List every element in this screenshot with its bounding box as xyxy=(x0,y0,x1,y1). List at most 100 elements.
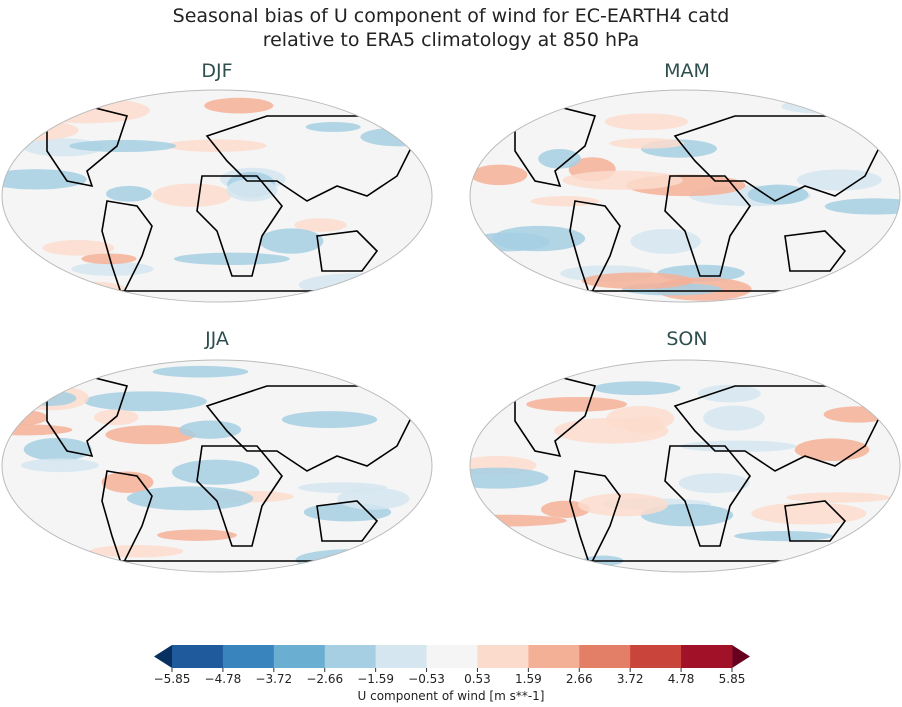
bias-contour xyxy=(25,97,150,124)
colorbar-segment xyxy=(477,645,529,668)
bias-contour xyxy=(747,184,809,205)
colorbar-segment xyxy=(681,645,733,668)
colorbar-tick-label: −4.78 xyxy=(204,672,242,686)
bias-contour xyxy=(492,225,586,252)
bias-contour xyxy=(593,381,681,396)
bias-contour xyxy=(470,164,528,186)
coastline xyxy=(101,200,153,299)
map-panel-mam xyxy=(469,89,901,303)
bias-contour xyxy=(45,281,126,296)
bias-contour xyxy=(101,471,154,493)
bias-contour xyxy=(83,391,207,412)
bias-contour xyxy=(562,170,683,190)
bias-contour xyxy=(680,440,797,453)
bias-contour xyxy=(226,178,278,202)
colorbar-segment xyxy=(426,645,478,668)
bias-contour xyxy=(69,139,177,153)
bias-contour xyxy=(360,127,432,147)
bias-contour xyxy=(538,148,581,169)
bias-contour xyxy=(577,493,669,517)
bias-contour xyxy=(173,252,290,266)
bias-contour xyxy=(259,228,324,254)
bias-contour xyxy=(581,272,695,290)
colorbar-tick-label: −2.66 xyxy=(306,672,344,686)
colorbar-tick-label: 5.85 xyxy=(718,672,746,686)
colorbar-segment xyxy=(172,645,224,668)
colorbar-tick-label: 3.72 xyxy=(616,672,644,686)
colorbar-over-arrow xyxy=(732,645,750,668)
bias-contour xyxy=(23,390,77,406)
bias-contour xyxy=(604,113,688,131)
colorbar-tick-label: 2.66 xyxy=(565,672,593,686)
bias-contour xyxy=(697,384,761,403)
bias-contour xyxy=(781,99,870,114)
colorbar-segment xyxy=(579,645,631,668)
colorbar-tick-label: 4.78 xyxy=(667,672,695,686)
coastline xyxy=(46,105,129,188)
colorbar-tick-label: 0.53 xyxy=(464,672,491,686)
bias-contour xyxy=(337,487,410,510)
bias-contour xyxy=(734,531,834,542)
bias-contour xyxy=(2,424,73,436)
bias-contour xyxy=(89,545,184,558)
bias-contour xyxy=(281,411,378,428)
bias-contour xyxy=(295,549,412,572)
bias-contour xyxy=(2,169,87,190)
bias-contour xyxy=(298,273,423,297)
bias-contour xyxy=(470,514,567,527)
bias-contour xyxy=(526,396,627,412)
colorbar-segment xyxy=(324,645,377,668)
coastline xyxy=(316,500,379,542)
colorbar-segment xyxy=(528,645,580,668)
bias-contour xyxy=(171,459,260,485)
bias-contour xyxy=(152,365,249,378)
colorbar-segment xyxy=(630,645,682,668)
bias-contour xyxy=(630,228,701,254)
colorbar-tick-label: 1.59 xyxy=(515,672,542,686)
coastline xyxy=(569,200,621,299)
bias-contour xyxy=(157,529,237,541)
map-border xyxy=(1,89,433,303)
bias-contour xyxy=(42,240,115,256)
map-border xyxy=(1,359,433,573)
coastline xyxy=(46,375,129,458)
panel-title-jja: JJA xyxy=(205,328,229,350)
bias-contour xyxy=(166,139,267,152)
bias-contour xyxy=(105,425,196,445)
bias-contour xyxy=(126,486,254,511)
bias-contour xyxy=(678,473,750,494)
bias-contour xyxy=(305,121,361,132)
colorbar-tick-label: −0.53 xyxy=(408,672,445,686)
bias-contour xyxy=(609,138,685,149)
coastline xyxy=(664,175,751,277)
coastline xyxy=(514,375,597,458)
map-border xyxy=(469,359,901,573)
bias-contour xyxy=(179,420,242,439)
colorbar-segment xyxy=(222,645,275,668)
bias-contour xyxy=(204,97,274,114)
colorbar-segment xyxy=(375,645,428,668)
panel-title-djf: DJF xyxy=(201,60,233,82)
colorbar-label: U component of wind [m s**-1] xyxy=(357,689,545,703)
coastline xyxy=(514,105,597,188)
bias-contour xyxy=(152,183,233,207)
panel-title-son: SON xyxy=(666,328,708,350)
coastline xyxy=(316,230,379,272)
coastline xyxy=(784,500,847,542)
map-border xyxy=(469,89,901,303)
colorbar-tick-label: −3.72 xyxy=(255,672,293,686)
bias-contour xyxy=(540,500,591,518)
coastline xyxy=(196,445,283,547)
bias-contour xyxy=(796,169,882,191)
bias-contour xyxy=(20,458,99,473)
bias-contour xyxy=(81,253,137,265)
colorbar-tick-label: −1.59 xyxy=(357,672,395,686)
colorbar-segment xyxy=(273,645,326,668)
bias-field xyxy=(2,97,432,297)
map-panel-son xyxy=(469,359,901,573)
bias-contour xyxy=(786,492,890,503)
bias-contour xyxy=(823,406,891,423)
colorbar-under-arrow xyxy=(154,645,172,668)
